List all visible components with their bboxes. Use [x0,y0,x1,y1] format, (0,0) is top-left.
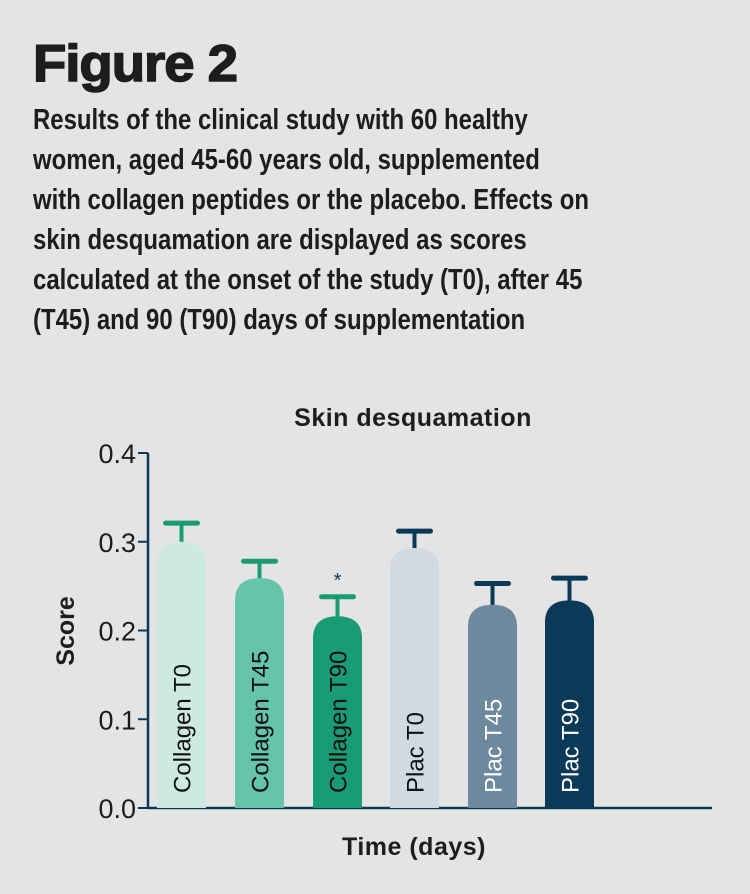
bar-label: Collagen T45 [248,651,275,793]
caption-line: calculated at the onset of the study (T0… [33,264,583,296]
x-axis-label: Time (days) [342,833,486,861]
chart-title: Skin desquamation [294,404,532,432]
caption-line: (T45) and 90 (T90) days of supplementati… [33,304,526,336]
bar [157,541,206,808]
significance-marker: * [334,570,342,592]
caption-line: with collagen peptides or the placebo. E… [33,184,590,216]
bar-label: Plac T90 [558,699,585,793]
caption-line: skin desquamation are displayed as score… [33,224,527,256]
y-tick-label: 0.3 [98,528,136,558]
y-tick-label: 0.2 [98,617,136,647]
bar-label: Collagen T90 [326,651,353,793]
bar [390,547,439,808]
y-tick-label: 0.0 [98,794,136,824]
bar [545,600,594,808]
bar-label: Plac T0 [403,712,430,793]
caption-line: women, aged 45-60 years old, supplemente… [33,144,540,176]
y-tick-label: 0.4 [98,439,136,469]
caption-line: Results of the clinical study with 60 he… [33,104,528,136]
figure-caption: Results of the clinical study with 60 he… [33,100,589,340]
bar-label: Plac T45 [481,699,508,793]
y-tick-label: 0.1 [98,705,136,735]
bar [468,604,517,808]
bar-label: Collagen T0 [170,664,197,793]
figure-title: Figure 2 [32,34,239,94]
y-axis-label: Score [52,596,80,666]
bar [235,578,284,808]
bar [313,616,362,808]
